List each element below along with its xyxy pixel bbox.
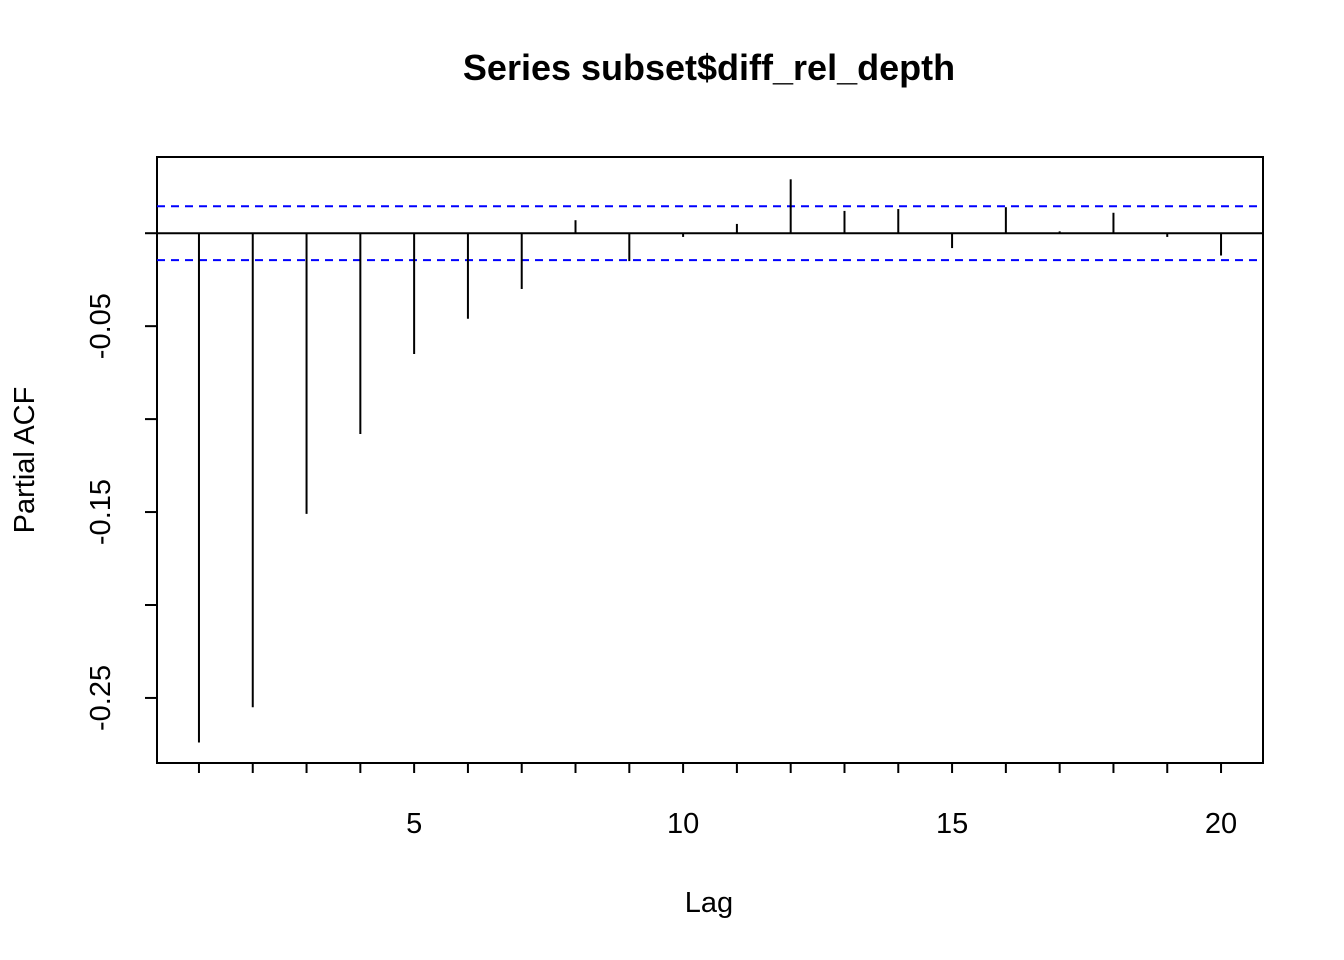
confidence-bounds — [157, 205, 1263, 262]
y-tick-label-4: -0.05 — [85, 293, 117, 359]
x-axis: 5 10 15 20 — [197, 763, 1237, 840]
x-axis-label: Lag — [685, 887, 733, 919]
y-axis: -0.25 -0.15 -0.05 — [85, 232, 157, 731]
y-tick-label-0: -0.25 — [85, 665, 117, 731]
pacf-bars — [197, 179, 1223, 743]
x-tick-label-5: 5 — [406, 808, 422, 840]
plot-frame — [156, 156, 1264, 764]
y-tick-label-2: -0.15 — [85, 479, 117, 545]
x-tick-label-20: 20 — [1205, 808, 1237, 840]
chart-title: Series subset$diff_rel_depth — [463, 47, 955, 88]
x-tick-label-15: 15 — [936, 808, 968, 840]
x-tick-label-10: 10 — [667, 808, 699, 840]
y-axis-label: Partial ACF — [9, 387, 41, 534]
